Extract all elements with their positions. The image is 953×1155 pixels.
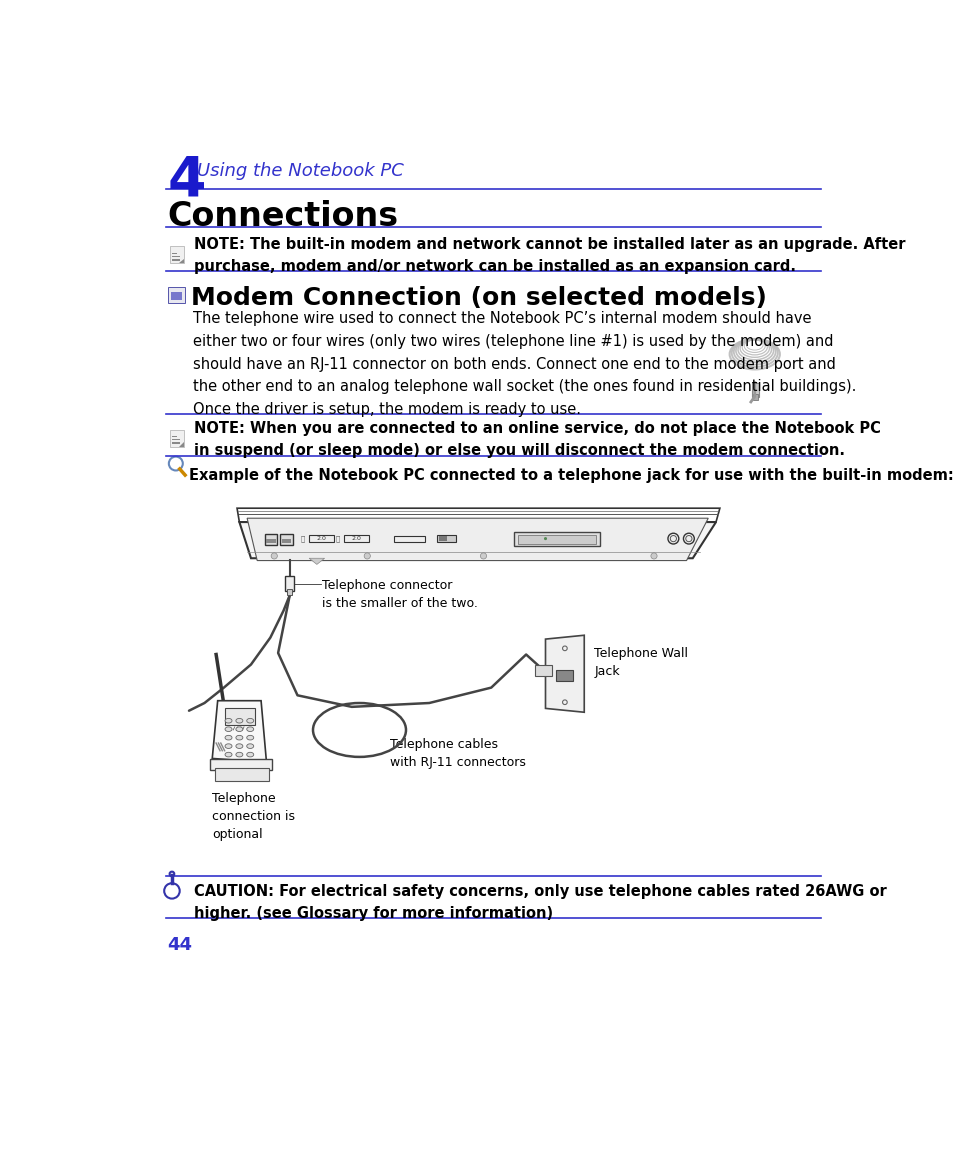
Bar <box>266 539 275 543</box>
Bar <box>535 665 552 676</box>
Text: 2.0: 2.0 <box>316 536 326 541</box>
Bar <box>439 536 447 541</box>
Bar <box>287 589 292 595</box>
Text: Telephone Wall
Jack: Telephone Wall Jack <box>594 647 688 678</box>
Circle shape <box>543 537 546 541</box>
Polygon shape <box>212 701 266 762</box>
Text: ⭡: ⭡ <box>335 535 339 542</box>
Bar <box>280 534 293 545</box>
Text: Telephone connector
is the smaller of the two.: Telephone connector is the smaller of th… <box>322 579 477 610</box>
Bar <box>210 759 272 770</box>
Text: 2.0: 2.0 <box>351 536 361 541</box>
Ellipse shape <box>235 744 243 748</box>
Ellipse shape <box>235 752 243 757</box>
Ellipse shape <box>247 752 253 757</box>
Text: NOTE: The built-in modem and network cannot be installed later as an upgrade. Af: NOTE: The built-in modem and network can… <box>193 237 904 275</box>
Bar <box>170 430 183 447</box>
Bar <box>172 442 179 445</box>
Bar <box>517 535 596 544</box>
Bar <box>753 394 757 401</box>
Bar <box>170 246 183 263</box>
Bar <box>225 708 254 725</box>
Text: Using the Notebook PC: Using the Notebook PC <box>196 162 403 180</box>
Polygon shape <box>179 442 183 447</box>
Bar <box>514 532 599 546</box>
Bar <box>172 439 179 440</box>
Text: 44: 44 <box>167 936 193 954</box>
Ellipse shape <box>247 718 253 723</box>
Bar <box>282 539 291 543</box>
Text: Example of the Notebook PC connected to a telephone jack for use with the built-: Example of the Notebook PC connected to … <box>189 468 953 483</box>
Ellipse shape <box>225 736 232 740</box>
Ellipse shape <box>247 744 253 748</box>
Polygon shape <box>247 519 707 560</box>
Bar <box>171 292 182 299</box>
Polygon shape <box>545 635 583 713</box>
Bar <box>309 535 334 543</box>
Bar <box>172 259 179 261</box>
Bar <box>168 288 185 303</box>
Bar <box>172 435 177 438</box>
Bar <box>172 253 177 254</box>
Text: Modem Connection (on selected models): Modem Connection (on selected models) <box>191 285 765 310</box>
Ellipse shape <box>225 726 232 731</box>
Text: CAUTION: For electrical safety concerns, only use telephone cables rated 26AWG o: CAUTION: For electrical safety concerns,… <box>193 884 885 922</box>
Bar <box>285 576 294 591</box>
Bar <box>172 255 179 258</box>
Polygon shape <box>309 558 324 565</box>
Bar <box>555 670 572 681</box>
Text: Telephone cables
with RJ-11 connectors: Telephone cables with RJ-11 connectors <box>390 738 526 769</box>
Ellipse shape <box>235 718 243 723</box>
Bar <box>214 768 269 781</box>
Text: Telephone
connection is
optional: Telephone connection is optional <box>212 791 294 841</box>
Ellipse shape <box>247 726 253 731</box>
Text: 4: 4 <box>167 154 206 208</box>
Bar <box>436 535 456 543</box>
Circle shape <box>271 553 277 559</box>
Bar <box>751 382 759 396</box>
Ellipse shape <box>235 736 243 740</box>
Text: NOTE: When you are connected to an online service, do not place the Notebook PC
: NOTE: When you are connected to an onlin… <box>193 422 880 459</box>
Circle shape <box>480 553 486 559</box>
Bar <box>344 535 369 543</box>
Ellipse shape <box>225 718 232 723</box>
Ellipse shape <box>235 726 243 731</box>
Polygon shape <box>179 259 183 263</box>
Text: ⭡: ⭡ <box>300 535 305 542</box>
Circle shape <box>650 553 657 559</box>
Text: Connections: Connections <box>167 200 398 233</box>
Polygon shape <box>239 522 716 558</box>
Bar <box>265 534 277 545</box>
Text: The telephone wire used to connect the Notebook PC’s internal modem should have
: The telephone wire used to connect the N… <box>193 311 856 417</box>
Circle shape <box>364 553 370 559</box>
Ellipse shape <box>247 736 253 740</box>
Ellipse shape <box>225 752 232 757</box>
Ellipse shape <box>225 744 232 748</box>
Bar <box>394 536 425 542</box>
